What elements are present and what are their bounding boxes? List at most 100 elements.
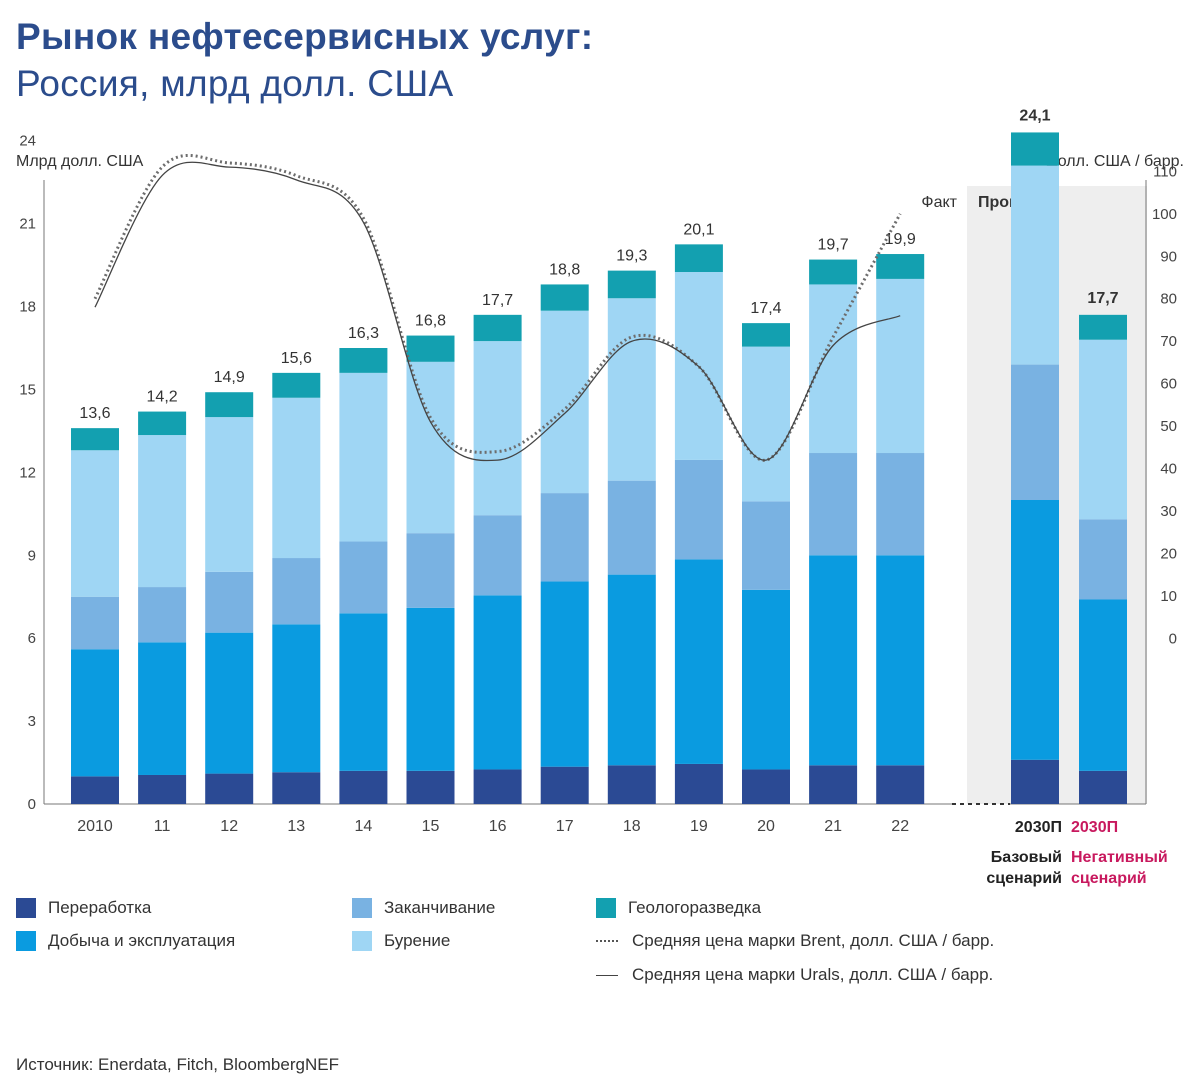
urals-price-line xyxy=(94,161,901,462)
y-axis-left-title: Млрд долл. США xyxy=(16,153,144,170)
bar-total-label: 14,2 xyxy=(147,389,178,406)
forecast-bar-segment-burenie xyxy=(1011,165,1059,365)
bar-total-label: 13,6 xyxy=(79,405,110,422)
legend-item-zakanchivanie: Заканчивание xyxy=(352,898,495,918)
legend-item-urals: Средняя цена марки Urals, долл. США / ба… xyxy=(596,965,993,985)
bar-segment-geologorazvedka xyxy=(674,244,723,272)
bar-segment-pererabotka xyxy=(272,772,321,804)
legend-swatch-burenie xyxy=(352,931,372,951)
bar-segment-dobycha xyxy=(674,559,723,764)
y-tick-right: 80 xyxy=(1160,291,1177,308)
forecast-scenario-line2: сценарий xyxy=(1071,870,1147,887)
y-tick-left: 3 xyxy=(28,713,36,730)
forecast-bar-segment-zakanchivanie xyxy=(1011,364,1059,500)
x-tick-label: 15 xyxy=(422,818,440,835)
bar-total-label: 17,7 xyxy=(482,292,513,309)
forecast-bar-segment-dobycha xyxy=(1011,500,1059,760)
y-tick-right: 90 xyxy=(1160,248,1177,265)
legend-swatch-urals xyxy=(596,974,618,976)
bar-segment-zakanchivanie xyxy=(138,587,187,643)
bar-segment-burenie xyxy=(71,450,119,597)
x-tick-label: 19 xyxy=(690,818,708,835)
y-tick-left: 21 xyxy=(19,216,36,233)
bar-segment-dobycha xyxy=(339,613,388,771)
bar-total-label: 16,8 xyxy=(415,313,446,330)
source-note: Источник: Enerdata, Fitch, BloombergNEF xyxy=(16,1055,339,1074)
bar-segment-zakanchivanie xyxy=(876,453,925,556)
legend-swatch-zakanchivanie xyxy=(352,898,372,918)
bar-segment-dobycha xyxy=(406,607,455,771)
bar-total-label: 17,4 xyxy=(750,300,781,317)
legend-swatch-pererabotka xyxy=(16,898,36,918)
bar-segment-burenie xyxy=(742,346,790,502)
bar-segment-pererabotka xyxy=(138,774,187,804)
bar-segment-burenie xyxy=(339,372,388,542)
y-tick-right: 50 xyxy=(1160,418,1177,435)
bar-segment-dobycha xyxy=(540,581,589,767)
bar-segment-burenie xyxy=(473,341,522,516)
legend-label-geologorazvedka: Геологоразведка xyxy=(628,898,762,917)
bar-segment-dobycha xyxy=(809,555,858,766)
bar-segment-burenie xyxy=(406,361,455,534)
forecast-bar-segment-pererabotka xyxy=(1079,770,1127,804)
legend-swatch-brent xyxy=(596,940,618,942)
x-tick-label: 20 xyxy=(757,818,775,835)
y-tick-left: 0 xyxy=(28,796,36,813)
y-tick-left: 15 xyxy=(19,381,36,398)
forecast-bar-segment-zakanchivanie xyxy=(1079,519,1127,600)
forecast-x-label: 2030П xyxy=(1071,819,1118,836)
legend-swatch-geologorazvedka xyxy=(596,898,616,918)
forecast-bar-segment-geologorazvedka xyxy=(1079,314,1127,340)
bar-segment-pererabotka xyxy=(674,763,723,804)
legend-label-burenie: Бурение xyxy=(384,931,451,950)
bar-segment-pererabotka xyxy=(339,770,388,804)
y-tick-right: 10 xyxy=(1160,588,1177,605)
legend-label-brent: Средняя цена марки Brent, долл. США / ба… xyxy=(632,931,995,950)
bar-total-label: 18,8 xyxy=(549,261,580,278)
y-tick-left: 12 xyxy=(19,464,36,481)
x-tick-label: 16 xyxy=(489,818,507,835)
bar-segment-zakanchivanie xyxy=(272,558,321,625)
bar-segment-dobycha xyxy=(607,574,656,766)
bar-segment-zakanchivanie xyxy=(205,571,254,633)
bar-segment-dobycha xyxy=(742,589,790,770)
x-tick-label: 14 xyxy=(355,818,373,835)
forecast-scenario-line1: Негативный xyxy=(1071,849,1168,866)
bar-segment-burenie xyxy=(272,397,321,559)
bar-total-label: 14,9 xyxy=(214,369,245,386)
chart-svg: Млрд долл. США Долл. США / барр. 0 3 6 9 12 15 1… xyxy=(16,107,1184,887)
y-tick-right: 60 xyxy=(1160,376,1177,393)
y-tick-left: 9 xyxy=(28,547,36,564)
y-tick-right: 20 xyxy=(1160,545,1177,562)
bar-segment-pererabotka xyxy=(205,773,254,804)
bar-segment-pererabotka xyxy=(876,765,925,804)
bar-segment-burenie xyxy=(205,417,254,572)
bar-total-label: 20,1 xyxy=(683,221,714,238)
legend-item-brent: Средняя цена марки Brent, долл. США / ба… xyxy=(596,931,994,951)
y-tick-right: 0 xyxy=(1169,630,1177,647)
bar-segment-geologorazvedka xyxy=(607,270,656,299)
bar-segment-pererabotka xyxy=(473,769,522,804)
bar-segment-pererabotka xyxy=(406,770,455,804)
bar-total-label: 19,9 xyxy=(885,231,916,248)
legend-label-urals: Средняя цена марки Urals, долл. США / ба… xyxy=(632,965,994,984)
bar-segment-geologorazvedka xyxy=(876,254,925,279)
bar-segment-geologorazvedka xyxy=(138,411,187,436)
bar-segment-pererabotka xyxy=(742,769,790,804)
bar-segment-geologorazvedka xyxy=(272,372,321,398)
bar-segment-zakanchivanie xyxy=(809,453,858,556)
bar-segment-zakanchivanie xyxy=(71,596,119,650)
bar-segment-geologorazvedka xyxy=(540,284,589,311)
bar-segment-dobycha xyxy=(473,595,522,770)
y-axis-right-title: Долл. США / барр. xyxy=(1047,153,1184,170)
bar-segment-zakanchivanie xyxy=(674,459,723,560)
bar-segment-zakanchivanie xyxy=(742,501,790,590)
bar-segment-geologorazvedka xyxy=(406,335,455,362)
x-tick-label: 17 xyxy=(556,818,574,835)
bar-segment-geologorazvedka xyxy=(71,428,119,451)
bar-segment-zakanchivanie xyxy=(540,493,589,582)
bar-segment-burenie xyxy=(607,298,656,481)
bar-segment-pererabotka xyxy=(71,776,119,804)
bar-segment-burenie xyxy=(540,310,589,494)
bar-total-label: 19,3 xyxy=(616,248,647,265)
